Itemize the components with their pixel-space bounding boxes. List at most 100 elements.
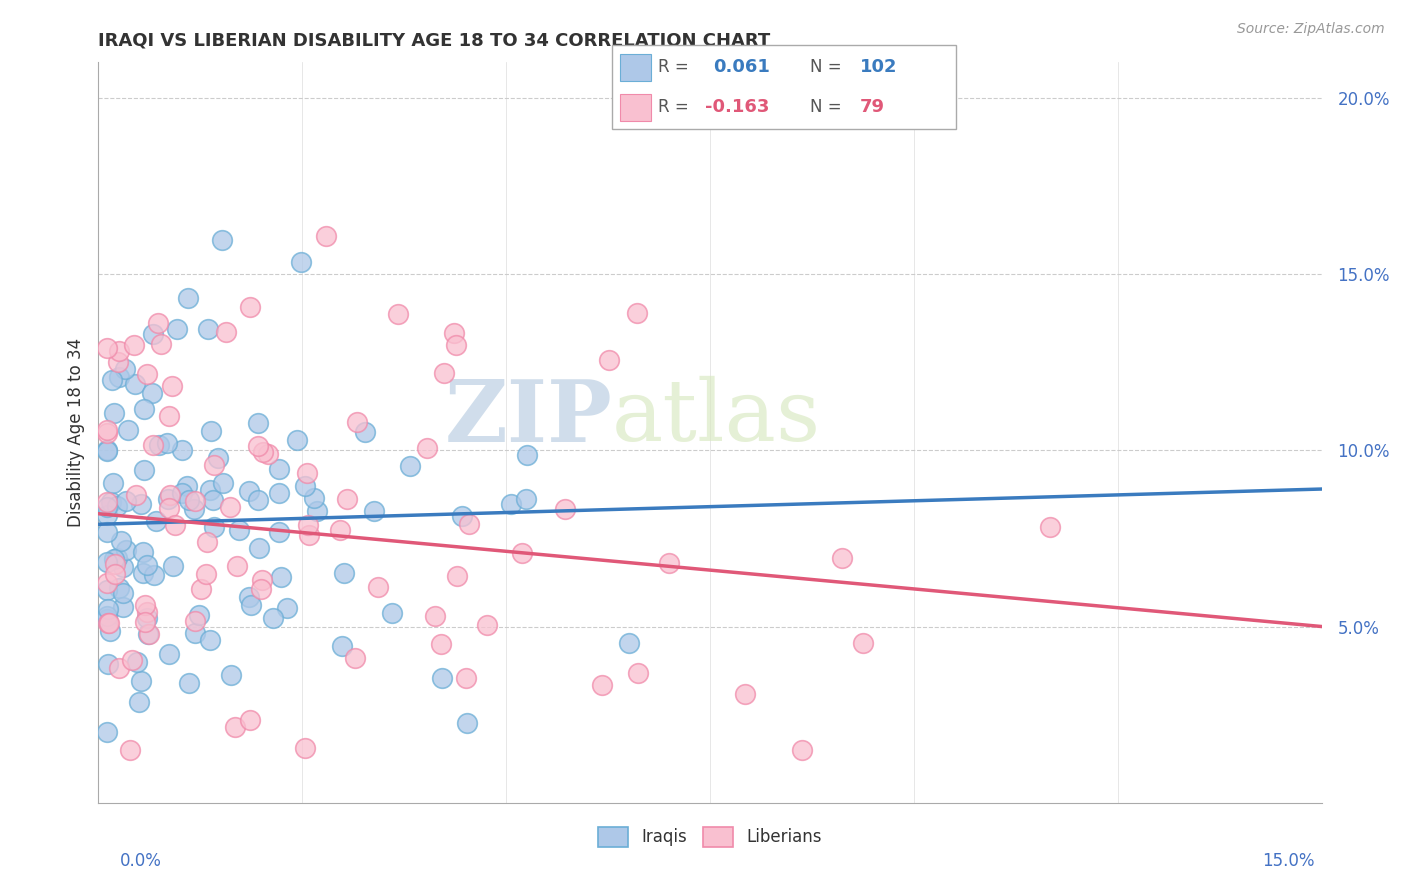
Point	[127, 655, 149, 669]
Point	[96, 582, 118, 597]
Point	[228, 523, 250, 537]
Point	[112, 560, 135, 574]
Point	[295, 466, 318, 480]
Point	[591, 678, 613, 692]
Point	[516, 448, 538, 462]
Point	[297, 518, 319, 533]
Point	[184, 493, 207, 508]
Point	[443, 326, 465, 340]
Point	[276, 601, 298, 615]
Point	[132, 463, 155, 477]
Point	[294, 478, 316, 492]
Point	[103, 552, 125, 566]
Point	[197, 322, 219, 336]
Point	[658, 556, 681, 570]
Point	[416, 441, 439, 455]
Point	[200, 424, 222, 438]
Point	[96, 609, 118, 624]
Point	[136, 605, 159, 619]
Point	[249, 541, 271, 555]
Point	[96, 555, 118, 569]
Point	[135, 558, 157, 573]
Point	[134, 615, 156, 630]
Point	[104, 557, 127, 571]
Point	[97, 602, 120, 616]
Point	[163, 518, 186, 533]
Point	[122, 338, 145, 352]
Point	[162, 559, 184, 574]
Point	[166, 322, 188, 336]
Point	[184, 626, 207, 640]
Point	[105, 551, 128, 566]
Text: ZIP: ZIP	[444, 376, 612, 459]
Point	[598, 353, 620, 368]
Point	[96, 725, 118, 739]
Point	[103, 406, 125, 420]
Text: N =: N =	[810, 98, 841, 116]
Point	[101, 373, 124, 387]
Point	[430, 671, 453, 685]
Point	[157, 409, 180, 424]
Point	[170, 443, 193, 458]
Point	[124, 377, 146, 392]
Point	[211, 233, 233, 247]
Point	[104, 566, 127, 581]
Point	[177, 291, 200, 305]
Point	[129, 674, 152, 689]
Point	[444, 338, 467, 352]
Point	[381, 606, 404, 620]
Point	[148, 438, 170, 452]
Point	[132, 566, 155, 580]
Point	[198, 483, 221, 497]
Point	[226, 558, 249, 573]
Point	[344, 650, 367, 665]
Point	[202, 520, 225, 534]
Point	[852, 636, 875, 650]
Text: 0.0%: 0.0%	[120, 852, 162, 870]
Point	[315, 229, 337, 244]
Point	[239, 714, 262, 728]
Point	[267, 486, 290, 500]
Point	[330, 639, 353, 653]
Text: 15.0%: 15.0%	[1263, 852, 1315, 870]
Point	[98, 624, 121, 638]
Point	[554, 501, 576, 516]
Point	[105, 499, 128, 513]
Point	[456, 715, 478, 730]
Point	[238, 483, 260, 498]
Point	[145, 514, 167, 528]
Text: atlas: atlas	[612, 376, 821, 459]
Point	[247, 417, 270, 431]
Point	[195, 535, 218, 549]
Point	[510, 546, 533, 560]
Point	[112, 585, 135, 599]
FancyBboxPatch shape	[620, 94, 651, 120]
Point	[246, 439, 269, 453]
Point	[238, 591, 260, 605]
Point	[267, 524, 290, 539]
Point	[111, 599, 134, 614]
Point	[626, 305, 648, 319]
Text: 0.061: 0.061	[713, 59, 770, 77]
Point	[239, 300, 262, 314]
Text: 79: 79	[859, 98, 884, 116]
Point	[617, 636, 640, 650]
Point	[117, 423, 139, 437]
Point	[143, 568, 166, 582]
Point	[134, 598, 156, 612]
Point	[141, 386, 163, 401]
Point	[250, 582, 273, 596]
Point	[108, 661, 131, 675]
Point	[247, 493, 270, 508]
Point	[252, 445, 274, 459]
Point	[162, 379, 184, 393]
Point	[202, 458, 225, 472]
Legend: Iraqis, Liberians: Iraqis, Liberians	[591, 820, 830, 854]
Point	[831, 551, 853, 566]
Point	[224, 721, 246, 735]
Point	[734, 687, 756, 701]
Point	[221, 667, 243, 681]
Point	[146, 316, 169, 330]
Point	[457, 517, 479, 532]
Point	[262, 611, 284, 625]
